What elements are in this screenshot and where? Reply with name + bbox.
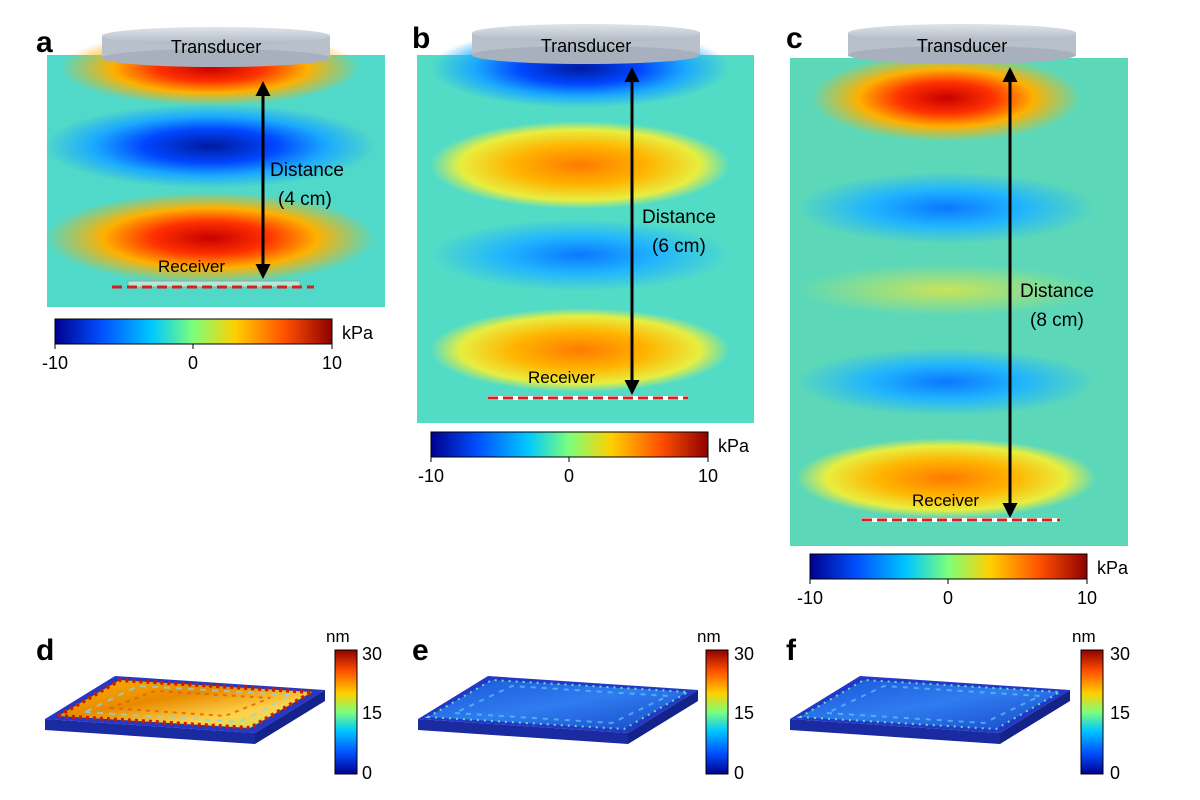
colorbar-max: 30 xyxy=(734,644,754,664)
colorbar-max: 10 xyxy=(322,353,342,373)
transducer: Transducer xyxy=(102,27,330,67)
colorbar-max: 10 xyxy=(1077,588,1097,608)
panel-letter: c xyxy=(786,22,803,55)
colorbar-unit: kPa xyxy=(718,436,750,456)
panel-e: e nm 30 15 0 xyxy=(412,627,754,783)
panel-letter: b xyxy=(412,22,430,55)
colorbar: kPa -10 0 10 xyxy=(42,318,374,373)
receiver-label: Receiver xyxy=(528,368,595,387)
transducer-label: Transducer xyxy=(541,36,631,56)
distance-label: Distance xyxy=(270,160,344,181)
transducer-label: Transducer xyxy=(917,36,1007,56)
panel-c: c Transducer Distance (8 cm) Receiver xyxy=(786,22,1129,608)
colorbar-min: 0 xyxy=(1110,763,1120,783)
panel-letter: e xyxy=(412,634,429,667)
surface-3d xyxy=(418,676,698,744)
receiver: Receiver xyxy=(862,491,1060,522)
colorbar-vertical: nm 30 15 0 xyxy=(326,627,382,783)
distance-value: (4 cm) xyxy=(278,189,332,210)
colorbar-unit: kPa xyxy=(342,323,374,343)
transducer-label: Transducer xyxy=(171,37,261,57)
colorbar-unit: nm xyxy=(1072,627,1096,646)
colorbar-mid: 15 xyxy=(1110,703,1130,723)
colorbar-vertical: nm 30 15 0 xyxy=(697,627,754,783)
colorbar-mid: 0 xyxy=(943,588,953,608)
panel-letter: d xyxy=(36,634,54,667)
distance-value: (8 cm) xyxy=(1030,310,1084,331)
panel-letter: a xyxy=(36,26,53,59)
receiver: Receiver xyxy=(112,257,314,289)
panel-letter: f xyxy=(786,634,797,667)
pressure-field xyxy=(790,54,1128,546)
colorbar-max: 10 xyxy=(698,466,718,486)
receiver: Receiver xyxy=(488,368,688,400)
distance-label: Distance xyxy=(642,207,716,228)
transducer: Transducer xyxy=(848,24,1076,64)
colorbar-mid: 15 xyxy=(362,703,382,723)
pressure-field xyxy=(45,30,385,307)
colorbar: kPa -10 0 10 xyxy=(418,431,750,486)
receiver-label: Receiver xyxy=(912,491,979,510)
colorbar-unit: nm xyxy=(697,627,721,646)
colorbar-max: 30 xyxy=(1110,644,1130,664)
colorbar-mid: 15 xyxy=(734,703,754,723)
panel-f: f nm 30 15 0 xyxy=(786,627,1130,783)
colorbar-unit: nm xyxy=(326,627,350,646)
colorbar-min: -10 xyxy=(42,353,68,373)
surface-3d xyxy=(790,676,1070,744)
colorbar-min: 0 xyxy=(734,763,744,783)
colorbar: kPa -10 0 10 xyxy=(797,553,1129,608)
distance-label: Distance xyxy=(1020,281,1094,302)
panel-d: d nm 30 15 0 xyxy=(36,627,382,783)
surface-3d xyxy=(45,676,325,744)
colorbar-min: -10 xyxy=(418,466,444,486)
colorbar-min: 0 xyxy=(362,763,372,783)
colorbar-max: 30 xyxy=(362,644,382,664)
panel-b: b Transducer Distance (6 cm) Receiver xyxy=(412,22,754,486)
colorbar-mid: 0 xyxy=(188,353,198,373)
distance-value: (6 cm) xyxy=(652,236,706,257)
receiver-label: Receiver xyxy=(158,257,225,276)
transducer: Transducer xyxy=(472,24,700,64)
colorbar-min: -10 xyxy=(797,588,823,608)
colorbar-unit: kPa xyxy=(1097,558,1129,578)
colorbar-vertical: nm 30 15 0 xyxy=(1072,627,1130,783)
colorbar-mid: 0 xyxy=(564,466,574,486)
panel-a: a Transducer Distance (4 cm) Receiver kP… xyxy=(36,26,385,373)
